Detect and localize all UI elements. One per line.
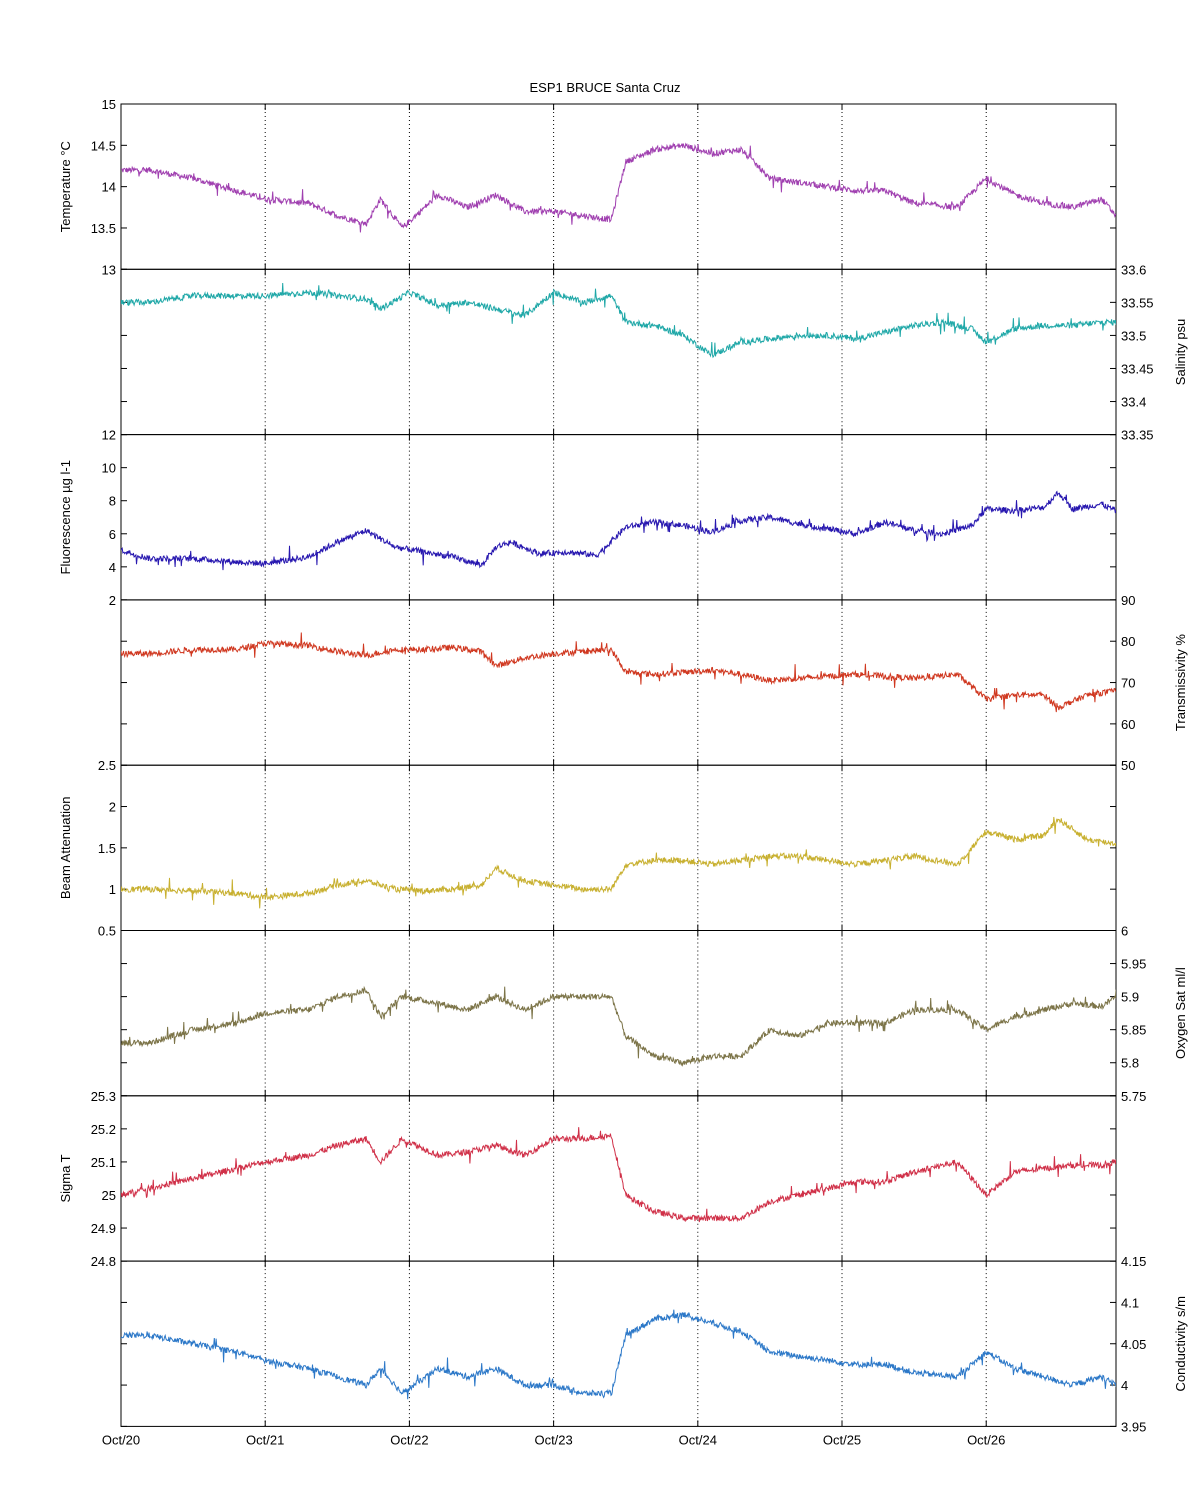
series-line xyxy=(121,985,1116,1068)
y-tick-label: 5.75 xyxy=(1121,1089,1146,1104)
y-tick-label: 25 xyxy=(102,1188,116,1203)
panel-frame xyxy=(120,103,1117,270)
panel-frame xyxy=(120,1260,1117,1427)
chart-title: ESP1 BRUCE Santa Cruz xyxy=(529,80,680,95)
y-tick-label: 4.15 xyxy=(1121,1254,1146,1269)
series-line xyxy=(121,1127,1116,1223)
y-tick-label: 33.55 xyxy=(1121,295,1154,310)
x-tick-label: Oct/23 xyxy=(534,1432,572,1447)
y-tick-label: 6 xyxy=(1121,924,1128,939)
panel-1: 13 13.5 14 14.5 15 Temperature °C xyxy=(58,97,1117,277)
y-tick-label: 24.9 xyxy=(91,1221,116,1236)
y-tick-label: 80 xyxy=(1121,634,1135,649)
y-tick-label: 33.4 xyxy=(1121,395,1146,410)
y-tick-label: 4.1 xyxy=(1121,1295,1139,1310)
y-tick-label: 5.8 xyxy=(1121,1056,1139,1071)
y-tick-label: 14 xyxy=(102,180,116,195)
y-tick-label: 2 xyxy=(109,800,116,815)
y-tick-label: 70 xyxy=(1121,676,1135,691)
series-line xyxy=(121,142,1116,233)
y-tick-label: 2.5 xyxy=(98,758,116,773)
panel-5: 0.5 1 1.5 2 2.5 Beam Attenuation xyxy=(58,758,1117,939)
x-axis: Oct/20 Oct/21 Oct/22 Oct/23 Oct/24 Oct/25 Oct/… xyxy=(102,1432,1006,1447)
series-line xyxy=(121,816,1116,909)
y-tick-label: 15 xyxy=(102,97,116,112)
y-tick-label: 4.05 xyxy=(1121,1337,1146,1352)
x-tick-label: Oct/25 xyxy=(823,1432,861,1447)
y-tick-label: 3.95 xyxy=(1121,1419,1146,1434)
y-tick-label: 60 xyxy=(1121,717,1135,732)
series-line xyxy=(121,632,1116,713)
series-line xyxy=(121,1309,1116,1400)
x-tick-label: Oct/24 xyxy=(679,1432,717,1447)
y-tick-label: 4 xyxy=(1121,1378,1128,1393)
y-tick-label: 0.5 xyxy=(98,924,116,939)
panel-2: 33.35 33.4 33.45 33.5 33.55 33.6 Salinity psu xyxy=(120,262,1188,443)
panel-6: 5.75 5.8 5.85 5.9 5.95 6 Oxygen Sat ml/l xyxy=(120,924,1188,1104)
y-tick-label: 14.5 xyxy=(91,138,116,153)
y-axis-label: Fluorescence µg l-1 xyxy=(58,460,73,574)
y-tick-label: 33.35 xyxy=(1121,428,1154,443)
panel-frame xyxy=(120,434,1117,601)
y-tick-label: 25.3 xyxy=(91,1089,116,1104)
y-tick-label: 25.1 xyxy=(91,1155,116,1170)
y-tick-label: 13 xyxy=(102,262,116,277)
y-axis-label: Sigma T xyxy=(58,1154,73,1202)
panel-frame xyxy=(120,764,1117,932)
y-tick-label: 1.5 xyxy=(98,841,116,856)
y-axis-label: Salinity psu xyxy=(1173,319,1188,385)
y-tick-label: 33.45 xyxy=(1121,361,1154,376)
y-tick-label: 90 xyxy=(1121,593,1135,608)
series-line xyxy=(121,490,1116,571)
y-tick-label: 10 xyxy=(102,461,116,476)
y-axis-label: Beam Attenuation xyxy=(58,797,73,900)
y-axis-label: Oxygen Sat ml/l xyxy=(1173,967,1188,1059)
y-tick-label: 12 xyxy=(102,428,116,443)
x-tick-label: Oct/20 xyxy=(102,1432,140,1447)
y-axis-label: Temperature °C xyxy=(58,141,73,232)
panel-frame xyxy=(120,930,1117,1097)
y-tick-label: 24.8 xyxy=(91,1254,116,1269)
y-tick-label: 5.85 xyxy=(1121,1023,1146,1038)
panel-3: 2 4 6 8 10 12 Fluorescence µg l-1 xyxy=(58,428,1117,608)
y-tick-label: 33.5 xyxy=(1121,328,1146,343)
y-tick-label: 4 xyxy=(109,560,116,575)
panel-7: 24.8 24.9 25 25.1 25.2 25.3 Sigma T xyxy=(58,1089,1117,1269)
y-tick-label: 2 xyxy=(109,593,116,608)
panel-8: 3.95 4 4.05 4.1 4.15 Conductivity s/m xyxy=(120,1254,1188,1434)
y-tick-label: 5.95 xyxy=(1121,957,1146,972)
x-tick-label: Oct/21 xyxy=(246,1432,284,1447)
y-axis-label: Conductivity s/m xyxy=(1173,1296,1188,1391)
y-tick-label: 13.5 xyxy=(91,221,116,236)
y-tick-label: 1 xyxy=(109,882,116,897)
y-axis-label: Transmissivity % xyxy=(1173,634,1188,731)
y-tick-label: 8 xyxy=(109,494,116,509)
series-line xyxy=(121,282,1116,359)
y-tick-label: 6 xyxy=(109,527,116,542)
panel-4: 50 60 70 80 90 Transmissivity % xyxy=(120,593,1188,773)
y-tick-label: 33.6 xyxy=(1121,262,1146,277)
y-tick-label: 5.9 xyxy=(1121,990,1139,1005)
panel-frame xyxy=(120,1095,1117,1262)
x-tick-label: Oct/22 xyxy=(390,1432,428,1447)
x-tick-label: Oct/26 xyxy=(967,1432,1005,1447)
y-tick-label: 25.2 xyxy=(91,1122,116,1137)
y-tick-label: 50 xyxy=(1121,758,1135,773)
